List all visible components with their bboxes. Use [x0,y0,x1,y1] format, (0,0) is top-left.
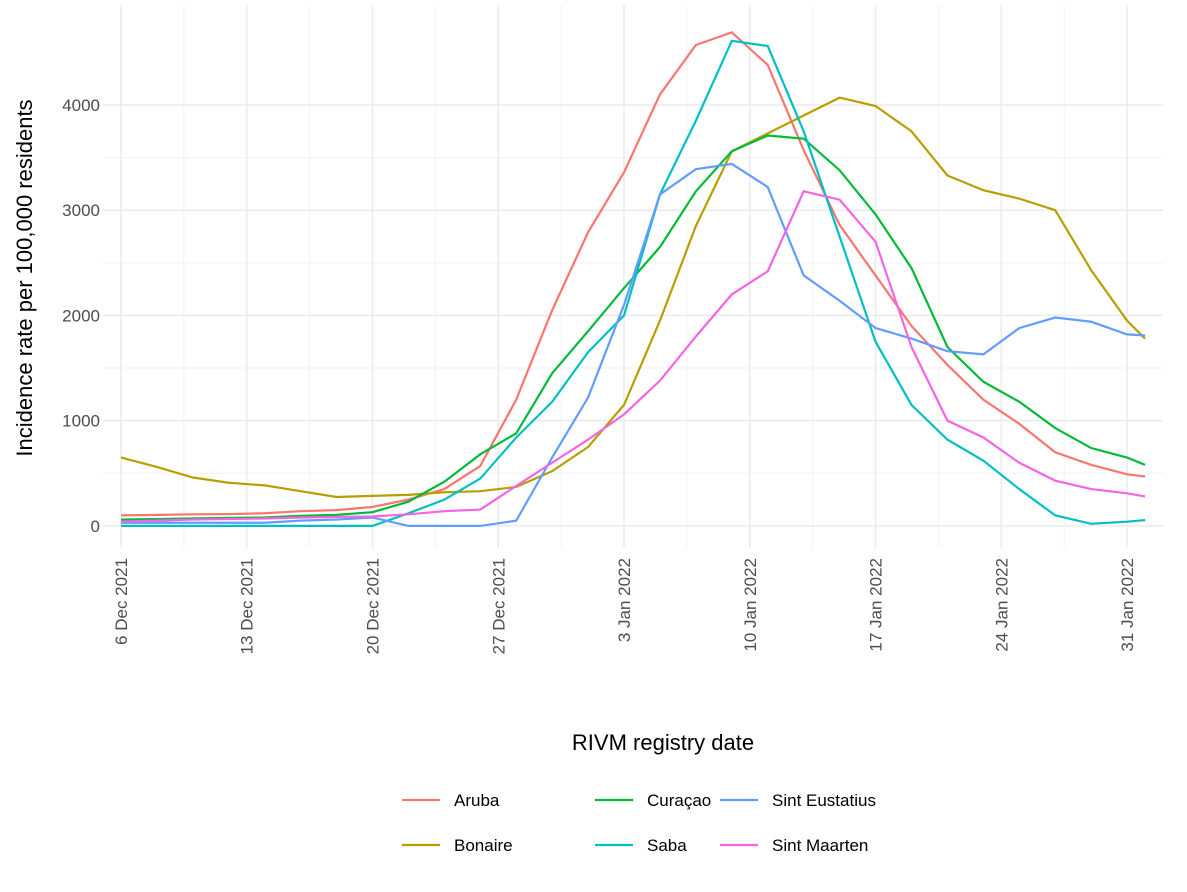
y-tick-label: 0 [91,517,100,536]
legend-label: Sint Eustatius [772,791,876,810]
series-line [120,162,1146,528]
y-tick-label: 4000 [62,96,100,115]
legend-label: Sint Maarten [772,836,868,855]
x-tick-label: 17 Jan 2022 [867,558,886,652]
x-tick-label: 3 Jan 2022 [615,558,634,642]
series-line [120,39,1146,528]
x-tick-label: 31 Jan 2022 [1118,558,1137,652]
series-line [120,31,1146,517]
legend-label: Bonaire [454,836,513,855]
series-line [120,134,1146,521]
y-tick-label: 3000 [62,201,100,220]
y-tick-label: 2000 [62,306,100,325]
series-line [120,189,1146,523]
x-tick-label: 27 Dec 2021 [489,558,508,654]
x-axis-title: RIVM registry date [572,730,754,755]
x-tick-label: 6 Dec 2021 [112,558,131,645]
series-line [120,96,1146,499]
legend-label: Aruba [454,791,500,810]
x-tick-label: 10 Jan 2022 [741,558,760,652]
x-tick-label: 20 Dec 2021 [363,558,382,654]
x-tick-label: 13 Dec 2021 [238,558,257,654]
legend-label: Saba [647,836,687,855]
x-tick-label: 24 Jan 2022 [992,558,1011,652]
legend-label: Curaçao [647,791,711,810]
y-tick-label: 1000 [62,412,100,431]
y-axis-title: Incidence rate per 100,000 residents [12,99,37,456]
